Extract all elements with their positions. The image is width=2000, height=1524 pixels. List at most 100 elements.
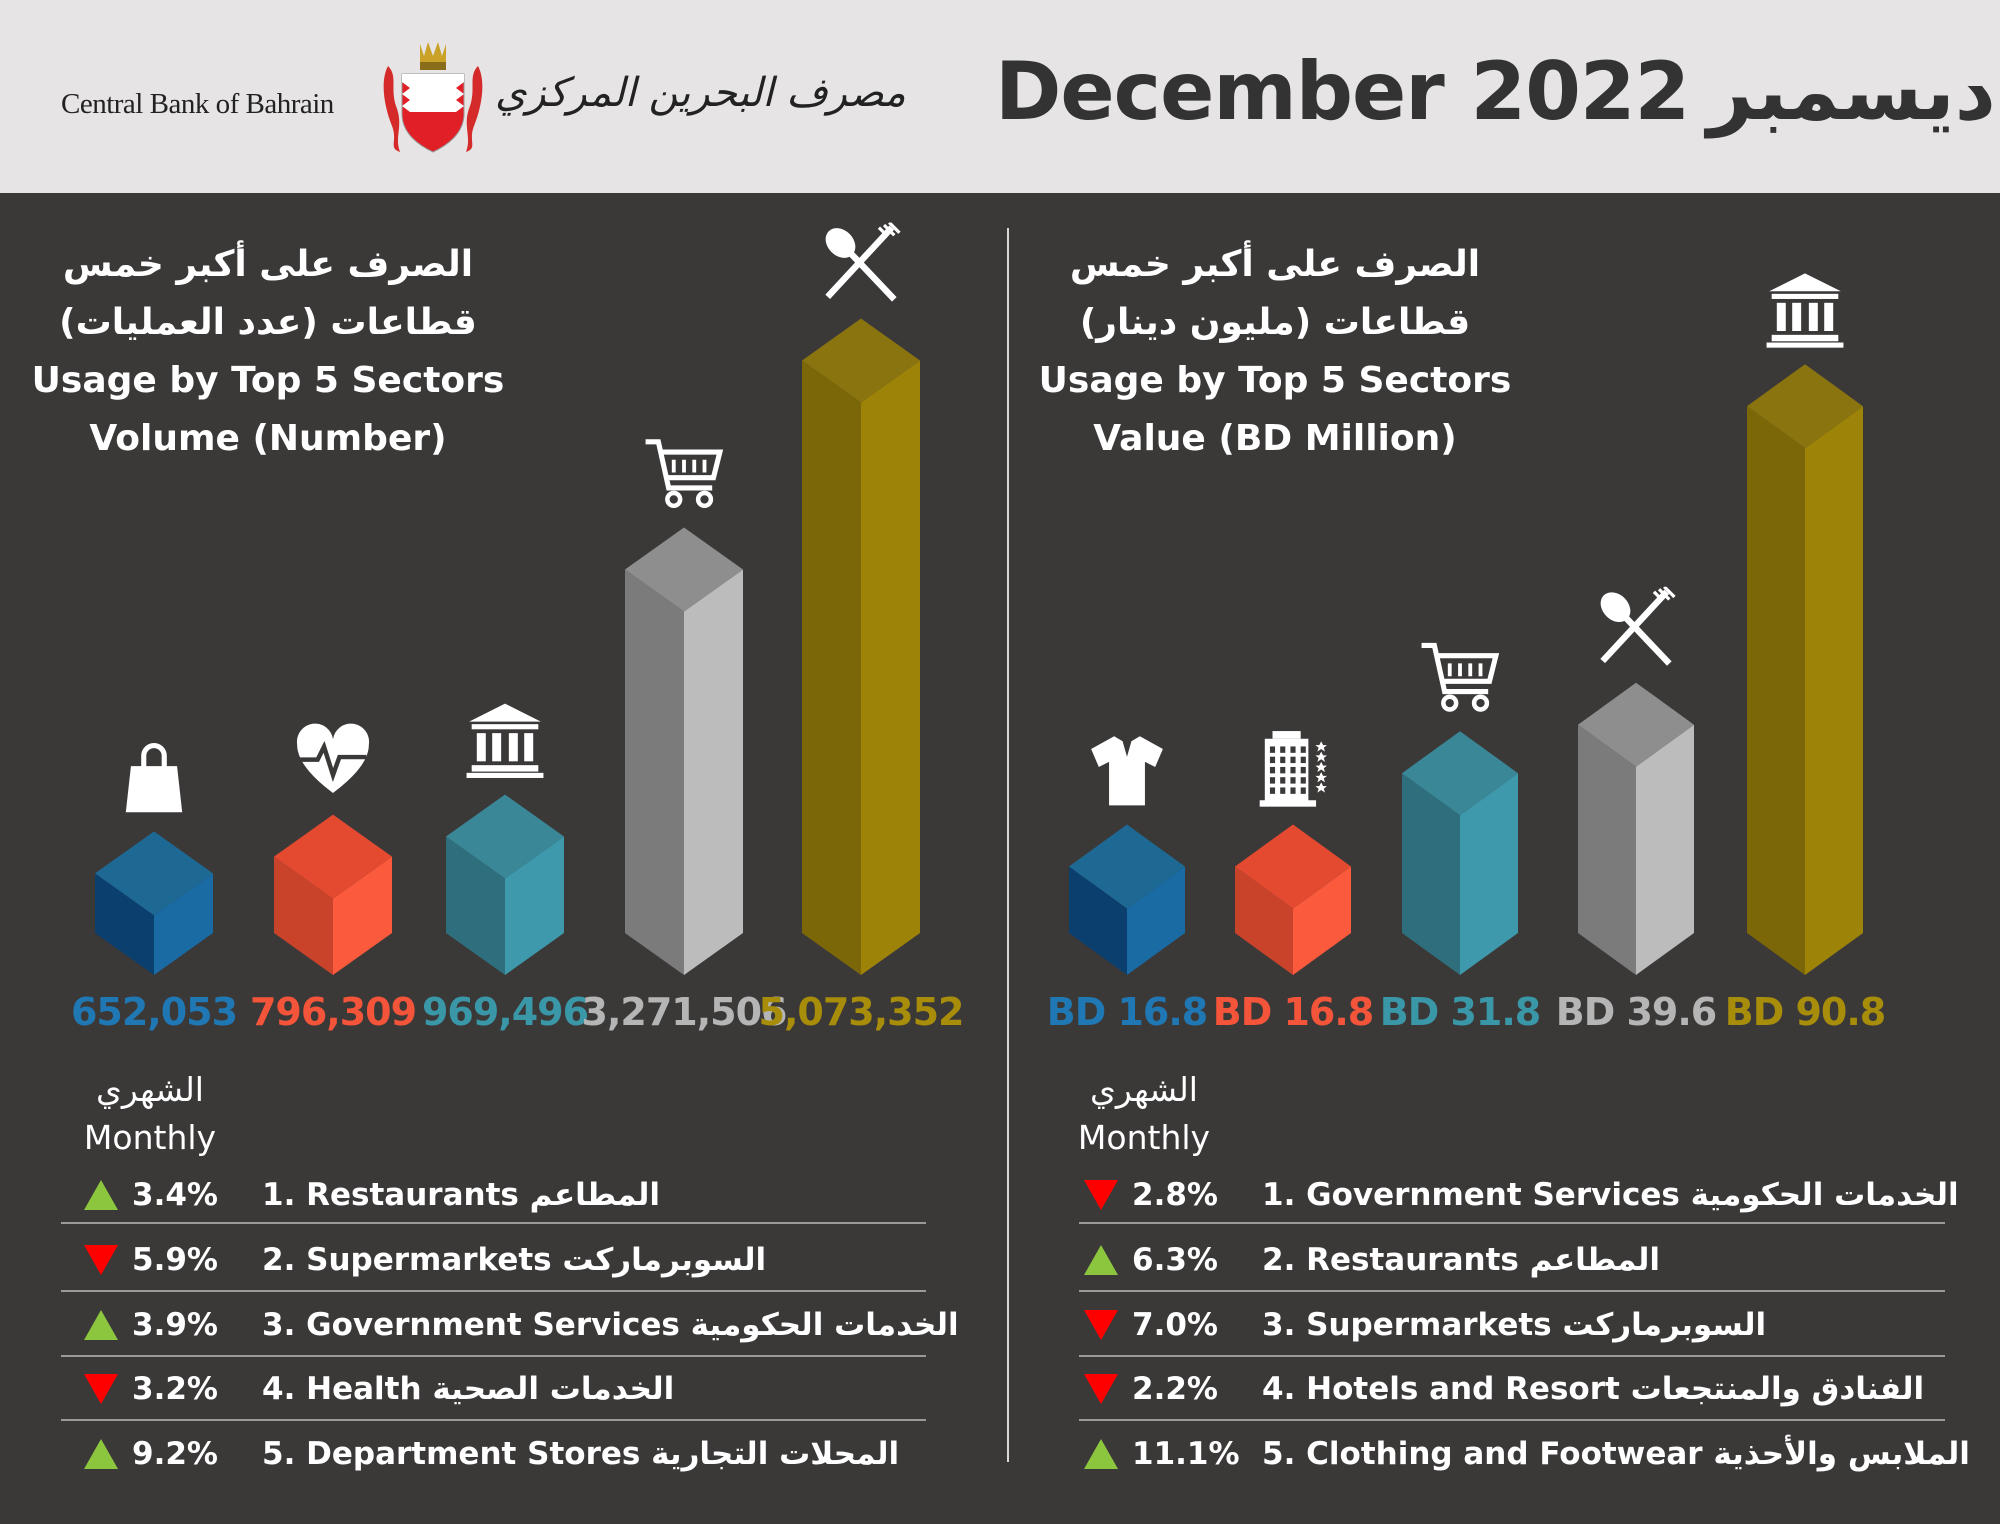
volume-title: الصرف على أكبر خمس قطاعات (عدد العمليات)… <box>0 236 568 468</box>
bar-top-face <box>95 831 213 916</box>
ranking-row: 3.2% 4. Health الخدمات الصحية <box>84 1359 674 1419</box>
title-en-line-1: Usage by Top 5 Sectors <box>1038 360 1512 401</box>
row-separator <box>61 1290 926 1292</box>
bar-left-face <box>1402 773 1460 975</box>
change-percent: 3.4% <box>132 1177 218 1213</box>
bar-hotels-and-resort <box>1235 824 1351 975</box>
monthly-ar: الشهري <box>1090 1070 1198 1109</box>
value-label: 3,271,506 <box>581 990 788 1034</box>
shirt-icon <box>1091 736 1163 806</box>
bar-top-face <box>1747 364 1863 449</box>
ranking-row: 11.1% 5. Clothing and Footwear الملابس وا… <box>1084 1424 1970 1484</box>
bar-right-face <box>1293 866 1351 975</box>
change-percent: 11.1% <box>1132 1436 1240 1472</box>
bar-top-face <box>1578 682 1694 767</box>
change-percent: 2.8% <box>1132 1177 1218 1213</box>
bar-department-stores <box>95 831 213 975</box>
sector-label: 3. Government Services الخدمات الحكومية <box>262 1307 959 1343</box>
bar-charts <box>95 222 1863 975</box>
fork-knife-icon <box>825 222 901 302</box>
title-ar-line-1: الصرف على أكبر خمس <box>62 244 474 285</box>
row-separator <box>61 1222 926 1224</box>
ranking-row: 3.9% 3. Government Services الخدمات الحكو… <box>84 1295 959 1355</box>
month-ar: ديسمبر <box>1707 45 1997 138</box>
ranking-row: 5.9% 2. Supermarkets السوبرماركت <box>84 1230 766 1290</box>
monthly-en: Monthly <box>1077 1118 1211 1157</box>
bar-right-face <box>1127 866 1185 975</box>
shopping-cart-icon <box>1421 642 1500 712</box>
monthly-en: Monthly <box>83 1118 217 1157</box>
title-ar-line-1: الصرف على أكبر خمس <box>1069 244 1481 285</box>
bar-left-face <box>274 856 333 975</box>
bahrain-emblem-icon <box>383 42 483 153</box>
bar-right-face <box>1636 724 1694 975</box>
value-label: BD 31.8 <box>1379 990 1541 1034</box>
value-label: BD 16.8 <box>1212 990 1374 1034</box>
triangle-down-icon <box>84 1245 118 1275</box>
row-separator <box>1079 1222 1945 1224</box>
bar-health <box>274 814 392 975</box>
bank-name-en: Central Bank of Bahrain <box>61 88 334 120</box>
triangle-down-icon <box>84 1374 118 1404</box>
title-en-line-2: Volume (Number) <box>89 418 447 459</box>
triangle-up-icon <box>84 1180 118 1210</box>
bar-clothing-and-footwear <box>1069 824 1185 975</box>
bar-supermarkets <box>1402 731 1518 975</box>
change-percent: 6.3% <box>1132 1242 1218 1278</box>
row-separator <box>1079 1290 1945 1292</box>
sector-label: 3. Supermarkets السوبرماركت <box>1262 1307 1767 1343</box>
ranking-row: 6.3% 2. Restaurants المطاعم <box>1084 1230 1660 1290</box>
bar-right-face <box>861 360 920 975</box>
change-percent: 3.9% <box>132 1307 218 1343</box>
sector-label: 4. Hotels and Resort الفنادق والمنتجعات <box>1262 1371 1925 1407</box>
bar-top-face <box>274 814 392 899</box>
bank-icon <box>466 703 544 778</box>
bar-right-face <box>505 836 564 975</box>
sector-label: 1. Government Services الخدمات الحكومية <box>1262 1177 1959 1213</box>
triangle-up-icon <box>1084 1245 1118 1275</box>
bar-right-face <box>684 569 743 975</box>
value-label: BD 16.8 <box>1046 990 1208 1034</box>
bank-icon <box>1766 273 1844 348</box>
bar-left-face <box>1235 866 1293 975</box>
change-percent: 5.9% <box>132 1242 218 1278</box>
ranking-row: 9.2% 5. Department Stores المحلات التجاري… <box>84 1424 899 1484</box>
bar-top-face <box>1235 824 1351 909</box>
bar-left-face <box>625 569 684 975</box>
sector-label: 1. Restaurants المطاعم <box>262 1177 661 1213</box>
change-percent: 3.2% <box>132 1371 218 1407</box>
bar-left-face <box>1578 724 1636 975</box>
value-label: 652,053 <box>70 990 238 1034</box>
bar-top-face <box>802 318 920 403</box>
ranking-row: 2.2% 4. Hotels and Resort الفنادق والمنتج… <box>1084 1359 1924 1419</box>
value-label: 969,496 <box>421 990 589 1034</box>
value-title: الصرف على أكبر خمس قطاعات (مليون دينار) … <box>975 236 1575 468</box>
triangle-down-icon <box>1084 1374 1118 1404</box>
ranking-row: 3.4% 1. Restaurants المطاعم <box>84 1165 660 1225</box>
triangle-down-icon <box>1084 1310 1118 1340</box>
sector-label: 2. Supermarkets السوبرماركت <box>262 1242 767 1278</box>
value-label: 796,309 <box>249 990 417 1034</box>
triangle-up-icon <box>84 1439 118 1469</box>
bar-right-face <box>333 856 392 975</box>
value-label: 5,073,352 <box>758 990 965 1034</box>
triangle-up-icon <box>1084 1439 1118 1469</box>
ranking-row: 2.8% 1. Government Services الخدمات الحكو… <box>1084 1165 1959 1225</box>
shopping-cart-icon <box>645 439 724 509</box>
fork-knife-icon <box>1600 586 1676 666</box>
report-month: December 2022 ديسمبر <box>995 45 2000 138</box>
hotel-icon <box>1259 731 1327 807</box>
ranking-row: 7.0% 3. Supermarkets السوبرماركت <box>1084 1295 1766 1355</box>
monthly-header: الشهري Monthly <box>50 1066 250 1162</box>
bar-left-face <box>95 873 154 975</box>
title-ar-line-2: قطاعات (عدد العمليات) <box>59 302 477 343</box>
bar-top-face <box>1069 824 1185 909</box>
sector-label: 4. Health الخدمات الصحية <box>262 1371 675 1407</box>
value-label: BD 90.8 <box>1724 990 1886 1034</box>
title-en-line-1: Usage by Top 5 Sectors <box>31 360 505 401</box>
sector-label: 5. Clothing and Footwear الملابس والأحذي… <box>1262 1436 1970 1472</box>
bar-left-face <box>802 360 861 975</box>
bar-left-face <box>1069 866 1127 975</box>
monthly-ar: الشهري <box>96 1070 204 1109</box>
bank-name-ar: مصرف البحرين المركزي <box>495 70 906 116</box>
